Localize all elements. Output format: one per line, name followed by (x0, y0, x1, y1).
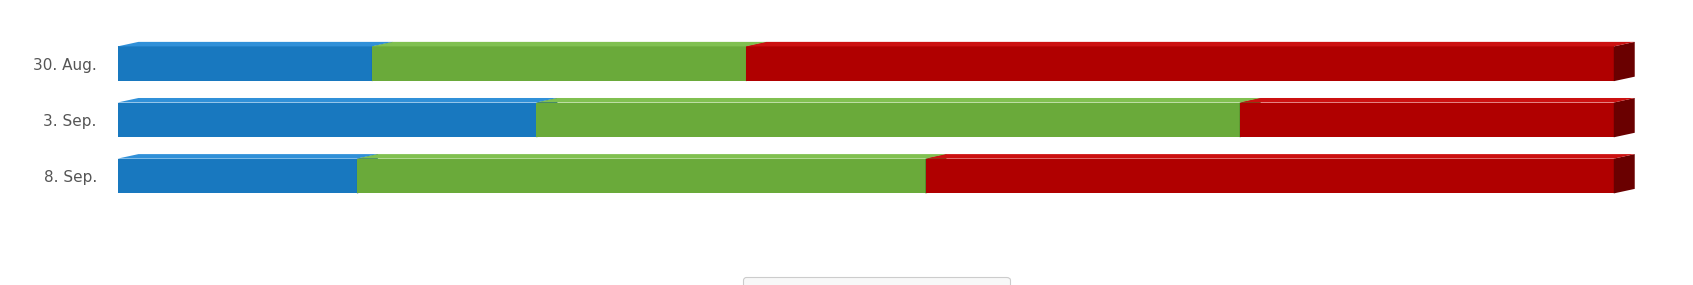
Polygon shape (372, 46, 747, 81)
Polygon shape (117, 154, 378, 159)
Polygon shape (117, 103, 537, 137)
Polygon shape (747, 42, 767, 81)
Polygon shape (747, 46, 1613, 81)
Polygon shape (926, 154, 1635, 159)
Polygon shape (1239, 98, 1635, 103)
Polygon shape (926, 154, 946, 194)
Polygon shape (357, 154, 378, 194)
Polygon shape (926, 159, 1613, 194)
Polygon shape (1613, 42, 1635, 81)
Polygon shape (747, 42, 1635, 46)
Polygon shape (372, 42, 393, 81)
Polygon shape (537, 103, 1239, 137)
Polygon shape (357, 154, 946, 159)
Legend: Kalt, Normal, Warm: Kalt, Normal, Warm (743, 277, 1009, 285)
Polygon shape (117, 46, 372, 81)
Polygon shape (372, 42, 767, 46)
Polygon shape (1239, 98, 1261, 137)
Polygon shape (1613, 154, 1635, 194)
Polygon shape (117, 159, 357, 194)
Polygon shape (117, 98, 557, 103)
Polygon shape (117, 42, 393, 46)
Polygon shape (1239, 103, 1613, 137)
Polygon shape (537, 98, 1261, 103)
Polygon shape (357, 159, 926, 194)
Polygon shape (1613, 98, 1635, 137)
Polygon shape (537, 98, 557, 137)
